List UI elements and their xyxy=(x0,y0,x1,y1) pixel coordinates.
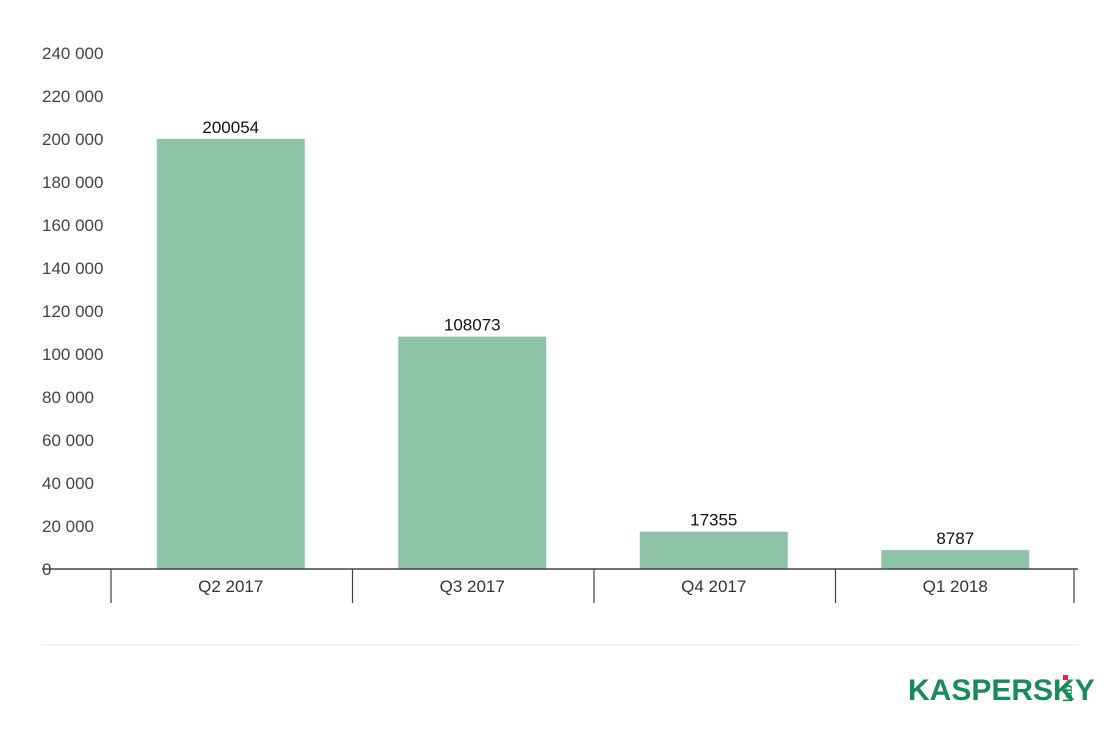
logo-accent-mark xyxy=(1063,675,1068,680)
data-label: 108073 xyxy=(444,316,501,335)
y-tick-label: 60 000 xyxy=(42,431,94,450)
y-tick-label: 20 000 xyxy=(42,517,94,536)
kaspersky-logo: KASPERSKY lab xyxy=(908,674,1095,707)
bars xyxy=(156,138,1030,569)
data-label: 17355 xyxy=(690,511,737,530)
y-tick-label: 180 000 xyxy=(42,173,103,192)
x-axis-dividers xyxy=(110,569,1075,603)
bar xyxy=(398,336,547,569)
data-labels: 200054 108073 17355 8787 xyxy=(202,118,974,548)
y-tick-label: 140 000 xyxy=(42,259,103,278)
logo-lab-suffix: lab xyxy=(1061,685,1075,702)
y-tick-label: 240 000 xyxy=(42,44,103,63)
data-label: 8787 xyxy=(936,529,974,548)
bar xyxy=(881,550,1030,569)
x-tick-label: Q3 2017 xyxy=(440,577,505,596)
y-tick-label: 220 000 xyxy=(42,87,103,106)
bar xyxy=(639,531,788,569)
y-tick-label: 40 000 xyxy=(42,474,94,493)
x-tick-label: Q4 2017 xyxy=(681,577,746,596)
x-tick-label: Q1 2018 xyxy=(923,577,988,596)
bar xyxy=(156,138,305,569)
y-tick-label: 120 000 xyxy=(42,302,103,321)
y-tick-label: 100 000 xyxy=(42,345,103,364)
x-axis-ticks: Q2 2017 Q3 2017 Q4 2017 Q1 2018 xyxy=(198,577,988,596)
y-tick-label: 160 000 xyxy=(42,216,103,235)
x-tick-label: Q2 2017 xyxy=(198,577,263,596)
data-label: 200054 xyxy=(202,118,259,137)
y-tick-label: 80 000 xyxy=(42,388,94,407)
y-tick-label: 200 000 xyxy=(42,130,103,149)
